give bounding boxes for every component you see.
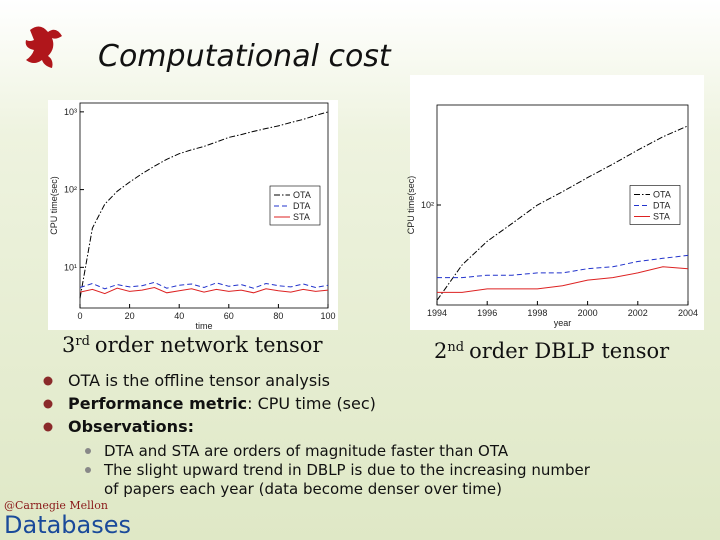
legend-label: DTA — [293, 201, 310, 211]
bullet-text: : CPU time (sec) — [247, 394, 376, 413]
series-line — [79, 286, 329, 295]
bullet-dot — [43, 422, 53, 432]
caption: 3rd order network tensor — [62, 333, 323, 357]
series-line — [79, 111, 329, 299]
bullet: OTA is the offline tensor analysis — [68, 371, 330, 390]
caption-number: 3 — [62, 333, 75, 357]
x-tick-label: 40 — [174, 311, 184, 321]
bullet: Observations: — [68, 417, 194, 436]
bullet-bold: Performance metric — [68, 394, 247, 413]
series-line — [436, 125, 689, 301]
y-tick-label: 10¹ — [64, 262, 77, 272]
slide-title: Computational cost — [98, 39, 392, 74]
y-tick-label: 10² — [64, 185, 77, 195]
sub-bullet: of papers each year (data become denser … — [104, 480, 502, 498]
x-axis-label: year — [554, 318, 572, 328]
footer-org: @Carnegie Mellon — [4, 499, 108, 512]
footer-name: Databases — [4, 511, 131, 539]
x-axis-label: time — [195, 321, 212, 331]
y-tick-label: 10³ — [64, 107, 77, 117]
sub-bullet-dot — [85, 448, 91, 454]
legend-label: STA — [653, 212, 670, 222]
legend-label: OTA — [293, 190, 311, 200]
bullet-dot — [43, 399, 53, 409]
logo — [25, 26, 62, 69]
series-line — [437, 266, 689, 293]
y-axis-label: CPU time(sec) — [406, 176, 416, 235]
x-tick-label: 1994 — [427, 308, 447, 318]
legend-label: OTA — [653, 190, 671, 200]
x-tick-label: 2000 — [578, 308, 598, 318]
bullets: OTA is the offline tensor analysis Perfo… — [43, 371, 591, 498]
x-tick-label: 80 — [273, 311, 283, 321]
y-tick-label: 10² — [421, 200, 434, 210]
caption-text: order DBLP tensor — [469, 339, 670, 363]
x-tick-label: 1996 — [477, 308, 497, 318]
caption-text: order network tensor — [95, 333, 324, 357]
x-tick-label: 2002 — [628, 308, 648, 318]
caption-number: 2 — [434, 339, 447, 363]
sub-bullet: The slight upward trend in DBLP is due t… — [103, 461, 591, 479]
sub-bullet: DTA and STA are orders of magnitude fast… — [104, 442, 509, 460]
series-line — [79, 281, 329, 290]
y-axis-label: CPU time(sec) — [49, 176, 59, 235]
x-tick-label: 0 — [77, 311, 82, 321]
bullet: Performance metric: CPU time (sec) — [68, 394, 376, 413]
x-tick-label: 2004 — [678, 308, 698, 318]
x-tick-label: 60 — [224, 311, 234, 321]
series-line — [437, 254, 689, 279]
caption: 2nd order DBLP tensor — [434, 339, 670, 363]
legend-label: STA — [293, 212, 310, 222]
x-tick-label: 100 — [320, 311, 335, 321]
sub-bullet-dot — [85, 467, 91, 473]
x-tick-label: 1998 — [527, 308, 547, 318]
x-tick-label: 20 — [125, 311, 135, 321]
caption-suffix: rd — [75, 334, 90, 349]
caption-suffix: nd — [447, 340, 464, 355]
legend-label: DTA — [653, 201, 670, 211]
bullet-dot — [43, 376, 53, 386]
